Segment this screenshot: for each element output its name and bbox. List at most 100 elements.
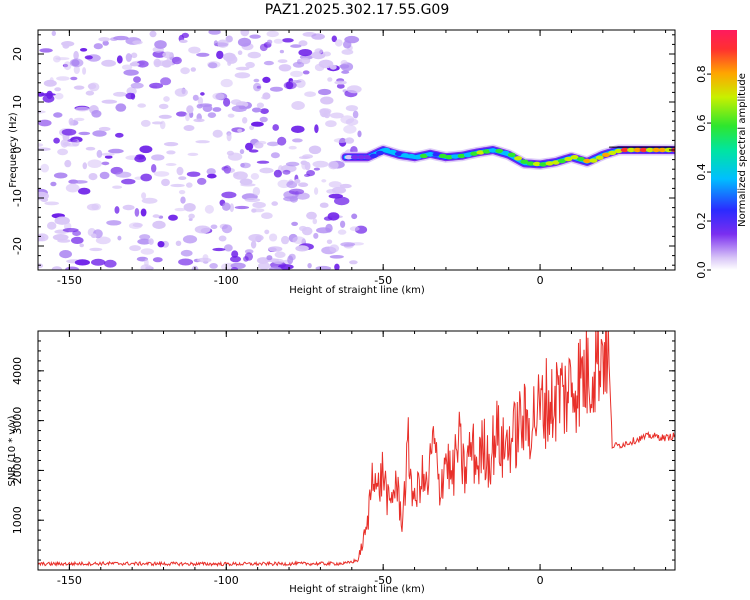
- ridge-cell: [539, 162, 548, 167]
- noise-blob: [171, 56, 182, 65]
- ridge-cell: [438, 153, 447, 159]
- ridge-cell: [463, 152, 472, 158]
- noise-blob: [343, 40, 352, 49]
- ridge-cell: [652, 147, 661, 153]
- noise-blob: [237, 37, 252, 47]
- noise-blob: [235, 66, 250, 71]
- noise-blob: [163, 96, 170, 102]
- noise-blob: [223, 165, 232, 174]
- noise-blob: [251, 107, 262, 113]
- noise-blob: [247, 51, 261, 59]
- noise-blob: [212, 247, 226, 252]
- noise-blob: [268, 246, 283, 252]
- ridge-cell: [664, 147, 673, 153]
- noise-blob: [161, 60, 173, 68]
- x-tick-label: 0: [537, 274, 544, 287]
- noise-blob: [207, 112, 217, 118]
- noise-blob: [213, 40, 218, 47]
- noise-blob: [193, 118, 205, 123]
- ridge-cell: [545, 161, 554, 166]
- noise-blob: [87, 83, 97, 90]
- noise-blob: [153, 171, 170, 177]
- noise-blob: [351, 213, 358, 220]
- ridge-cell: [357, 155, 366, 160]
- noise-blob: [328, 181, 342, 188]
- noise-blob: [38, 234, 45, 242]
- ridge-cell: [627, 147, 636, 153]
- noise-blob: [98, 37, 111, 42]
- ridge-cell: [489, 148, 497, 153]
- noise-blob: [74, 259, 90, 266]
- noise-blob: [101, 161, 110, 166]
- noise-blob: [73, 117, 85, 122]
- noise-blob: [180, 67, 190, 75]
- snr-series-line: [38, 331, 675, 568]
- noise-blob: [79, 243, 84, 248]
- ridge-cell: [507, 152, 516, 157]
- noise-blob: [329, 254, 344, 259]
- noise-blob: [237, 50, 243, 55]
- noise-blob: [174, 207, 186, 212]
- noise-blob: [180, 249, 193, 257]
- noise-blob: [340, 220, 346, 228]
- noise-blob: [121, 178, 136, 185]
- noise-blob: [283, 81, 297, 90]
- noise-blob: [337, 229, 347, 235]
- noise-blob: [54, 87, 62, 92]
- noise-blob: [137, 103, 146, 108]
- noise-blob: [98, 126, 111, 132]
- spectrogram-noise: [38, 30, 368, 270]
- noise-blob: [149, 30, 157, 38]
- noise-blob: [291, 221, 298, 226]
- noise-blob: [248, 234, 264, 242]
- noise-blob: [153, 58, 162, 68]
- noise-blob: [141, 197, 158, 204]
- noise-blob: [249, 125, 255, 131]
- noise-blob: [63, 61, 72, 71]
- noise-blob: [197, 177, 207, 185]
- noise-blob: [270, 152, 280, 159]
- noise-blob: [139, 234, 151, 240]
- noise-blob: [349, 226, 360, 231]
- ridge-cell: [501, 150, 510, 156]
- noise-blob: [304, 173, 311, 177]
- noise-blob: [176, 111, 187, 117]
- noise-blob: [47, 221, 57, 230]
- noise-blob: [56, 76, 70, 81]
- noise-blob: [140, 208, 147, 217]
- noise-blob: [245, 142, 254, 151]
- noise-blob: [132, 40, 143, 45]
- noise-blob: [38, 92, 45, 97]
- snr-y-label: SNR (10 * v/v): [7, 415, 18, 486]
- noise-blob: [50, 181, 57, 187]
- noise-blob: [252, 187, 261, 196]
- noise-blob: [281, 235, 290, 245]
- ridge-cell: [520, 159, 529, 164]
- noise-blob: [345, 118, 359, 126]
- ridge-cell: [344, 155, 353, 160]
- noise-blob: [249, 34, 261, 39]
- noise-blob: [217, 39, 229, 48]
- noise-blob: [82, 67, 87, 75]
- noise-blob: [194, 225, 211, 234]
- noise-blob: [134, 208, 140, 217]
- noise-blob: [61, 41, 75, 47]
- x-tick-label: -100: [214, 574, 239, 587]
- noise-blob: [233, 172, 239, 177]
- noise-blob: [313, 232, 319, 239]
- noise-blob: [54, 92, 64, 100]
- colorbar-tick-label: 0.8: [695, 65, 708, 83]
- noise-blob: [152, 214, 160, 218]
- noise-blob: [82, 162, 88, 170]
- noise-blob: [210, 224, 218, 230]
- noise-blob: [53, 172, 68, 179]
- noise-blob: [179, 39, 188, 43]
- noise-blob: [104, 155, 113, 159]
- noise-blob: [86, 203, 99, 211]
- noise-blob: [73, 85, 85, 90]
- noise-blob: [225, 35, 233, 43]
- noise-blob: [162, 51, 173, 59]
- ridge-cell: [376, 150, 384, 156]
- noise-blob: [49, 77, 54, 84]
- spectrogram-y-label: Frequency (Hz): [8, 112, 19, 188]
